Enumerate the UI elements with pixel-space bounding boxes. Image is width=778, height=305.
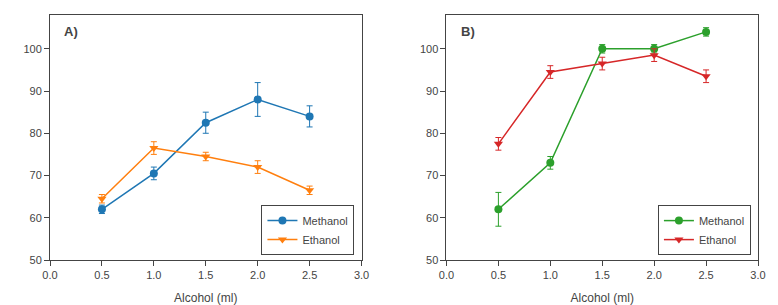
svg-text:Alcohol (ml): Alcohol (ml) bbox=[571, 291, 634, 305]
svg-text:1.5: 1.5 bbox=[595, 269, 610, 281]
svg-text:80: 80 bbox=[30, 127, 42, 139]
svg-text:0.5: 0.5 bbox=[491, 269, 506, 281]
svg-text:0.0: 0.0 bbox=[42, 269, 57, 281]
svg-text:Methanol: Methanol bbox=[699, 215, 744, 227]
svg-text:2.5: 2.5 bbox=[698, 269, 713, 281]
svg-text:2.0: 2.0 bbox=[250, 269, 265, 281]
svg-text:Alcohol (ml): Alcohol (ml) bbox=[174, 291, 237, 305]
svg-text:2.0: 2.0 bbox=[647, 269, 662, 281]
svg-text:100: 100 bbox=[23, 43, 41, 55]
svg-text:Ethanol: Ethanol bbox=[699, 234, 736, 246]
svg-text:50: 50 bbox=[30, 254, 42, 266]
svg-text:B): B) bbox=[461, 24, 475, 39]
svg-text:60: 60 bbox=[426, 212, 438, 224]
svg-text:3.0: 3.0 bbox=[354, 269, 369, 281]
svg-text:A): A) bbox=[64, 24, 78, 39]
svg-text:90: 90 bbox=[426, 85, 438, 97]
svg-text:70: 70 bbox=[30, 169, 42, 181]
svg-text:0.0: 0.0 bbox=[439, 269, 454, 281]
svg-text:70: 70 bbox=[426, 169, 438, 181]
svg-text:90: 90 bbox=[30, 85, 42, 97]
svg-text:0.5: 0.5 bbox=[94, 269, 109, 281]
svg-text:60: 60 bbox=[30, 212, 42, 224]
svg-text:3.0: 3.0 bbox=[750, 269, 765, 281]
svg-text:Methanol: Methanol bbox=[302, 215, 347, 227]
svg-text:1.0: 1.0 bbox=[543, 269, 558, 281]
svg-text:1.5: 1.5 bbox=[198, 269, 213, 281]
svg-text:50: 50 bbox=[426, 254, 438, 266]
svg-text:2.5: 2.5 bbox=[302, 269, 317, 281]
svg-text:Ethanol: Ethanol bbox=[302, 234, 339, 246]
svg-text:1.0: 1.0 bbox=[146, 269, 161, 281]
svg-text:80: 80 bbox=[426, 127, 438, 139]
svg-text:100: 100 bbox=[420, 43, 438, 55]
